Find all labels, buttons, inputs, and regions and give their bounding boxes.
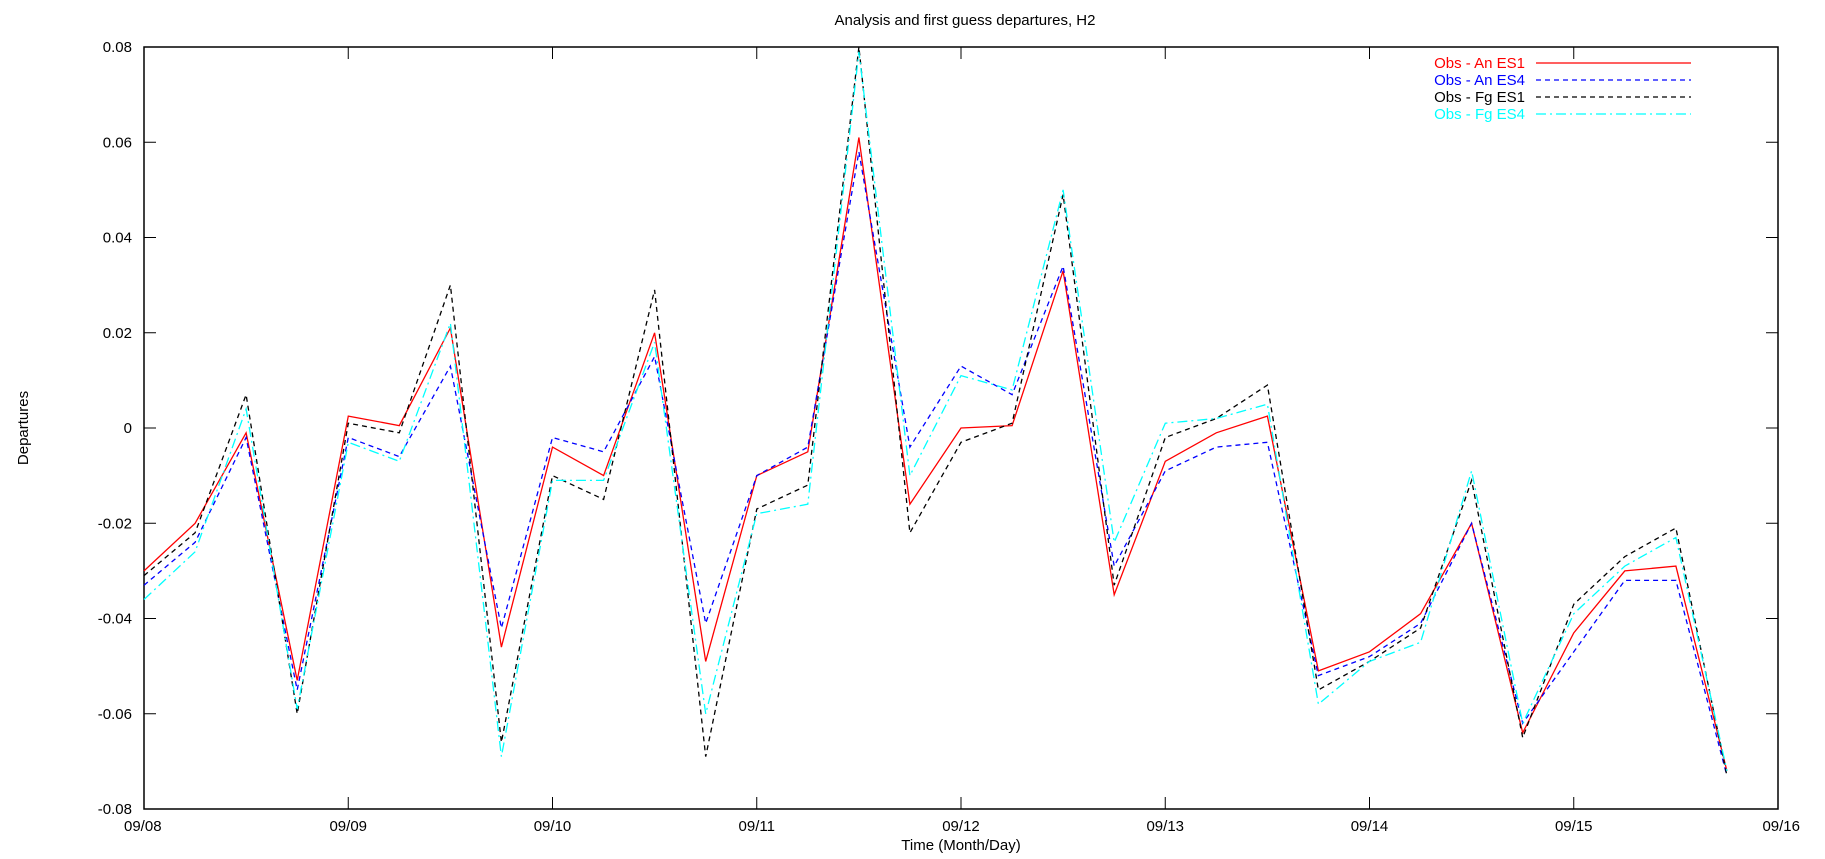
y-tick-label: -0.08 bbox=[98, 801, 132, 818]
x-tick-label: 09/08 bbox=[124, 818, 162, 835]
chart-title: Analysis and first guess departures, H2 bbox=[835, 12, 1096, 29]
axis-ticks: 0.080.060.040.020-0.02-0.04-0.06-0.0809/… bbox=[98, 39, 1800, 835]
series-line-3 bbox=[143, 46, 1728, 776]
y-tick-label: 0.04 bbox=[103, 230, 132, 247]
y-tick-label: 0.02 bbox=[103, 325, 132, 342]
y-tick-label: -0.02 bbox=[98, 515, 132, 532]
legend-label-4: Obs - Fg ES4 bbox=[1434, 106, 1525, 123]
x-tick-label: 09/14 bbox=[1351, 818, 1389, 835]
series-line-2 bbox=[143, 151, 1728, 776]
y-tick-label: 0 bbox=[124, 420, 132, 437]
series-line-1 bbox=[143, 137, 1728, 772]
x-tick-label: 09/09 bbox=[329, 818, 367, 835]
legend-label-1: Obs - An ES1 bbox=[1434, 55, 1525, 72]
y-tick-label: -0.04 bbox=[98, 611, 132, 628]
y-tick-label: 0.08 bbox=[103, 39, 132, 56]
y-axis-label: Departures bbox=[15, 391, 32, 465]
x-tick-label: 09/11 bbox=[739, 818, 775, 835]
series-line-4 bbox=[143, 51, 1728, 772]
legend-label-2: Obs - An ES4 bbox=[1434, 72, 1525, 89]
x-tick-label: 09/16 bbox=[1762, 818, 1800, 835]
x-tick-label: 09/10 bbox=[534, 818, 572, 835]
y-tick-label: -0.06 bbox=[98, 706, 132, 723]
y-tick-label: 0.06 bbox=[103, 134, 132, 151]
x-tick-label: 09/15 bbox=[1555, 818, 1593, 835]
x-tick-label: 09/12 bbox=[942, 818, 980, 835]
legend-label-3: Obs - Fg ES1 bbox=[1434, 89, 1525, 106]
x-axis-label: Time (Month/Day) bbox=[901, 837, 1020, 854]
series-group bbox=[143, 46, 1728, 776]
x-tick-label: 09/13 bbox=[1146, 818, 1184, 835]
